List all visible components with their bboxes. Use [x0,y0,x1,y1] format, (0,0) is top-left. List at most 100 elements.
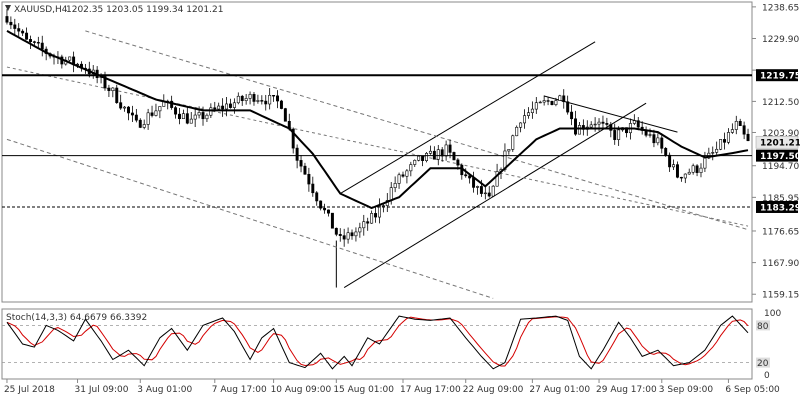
y-tick-label: 1194.70 [762,162,799,172]
candle-body [479,186,483,194]
candle-body [315,192,319,202]
candle-body [119,102,123,109]
x-tick-label: 3 Aug 01:00 [137,385,192,395]
candle [417,155,421,162]
candle-body [244,98,248,101]
candle-body [150,112,154,116]
candle [652,129,656,148]
candle-body [107,87,111,92]
candle [311,176,315,197]
candle-body [428,150,432,154]
candle [127,105,130,121]
candle-body [574,118,577,135]
candle-body [405,170,409,177]
candle [21,29,25,37]
candle [260,95,264,105]
candle-body [550,100,554,105]
candle-body [495,171,499,187]
candle [448,139,452,159]
candle-body [730,129,734,133]
trendline-1 [343,102,647,288]
candle-body [370,213,374,224]
candle-body [260,100,264,102]
candle [734,115,738,135]
current-price-tag: 1201.21 [760,139,800,149]
candle-body [256,100,260,102]
candle [236,92,240,105]
candle-body [691,165,695,173]
candle [421,155,425,167]
stoch-level-text-0: 80 [757,322,769,332]
candle-body [683,173,687,179]
candle [464,168,468,178]
candle-body [515,126,519,137]
candle [354,227,358,242]
candle-body [319,200,323,209]
candle [534,97,538,114]
candle [185,106,189,125]
candle-body [476,186,479,188]
candle-body [711,152,715,154]
candle [342,228,346,247]
candle-body [566,101,570,113]
candle [174,105,178,119]
candle [730,123,734,134]
candle-body [142,124,146,128]
candle-body [452,152,456,161]
y-tick-label: 1167.90 [762,259,799,269]
candle [436,144,440,166]
candle [138,118,142,129]
candle-body [25,32,29,40]
candle-body [397,174,401,184]
candle [632,114,636,126]
candle-body [558,95,562,101]
stoch-label: Stoch(14,3,3) 64.6679 66.3392 [6,313,147,323]
candle [197,106,201,119]
x-tick-label: 31 Jul 09:00 [75,385,129,395]
candle [483,186,487,200]
candle [613,123,617,145]
candle-body [675,164,679,178]
candle-body [660,137,664,149]
candle [601,115,605,130]
candle [526,107,530,119]
y-tick-label: 1212.50 [762,98,799,108]
candle-body [381,205,385,207]
candle-body [440,149,444,157]
x-tick-label: 27 Aug 01:00 [529,385,590,395]
candle [570,104,574,126]
candle-body [146,112,150,125]
candle [519,122,523,133]
candle-body [421,155,425,161]
candle-body [189,118,193,124]
candle-body [130,112,134,116]
candle [244,93,248,105]
y-tick-label: 1238.65 [762,3,799,13]
candle-body [577,125,581,135]
candle-body [538,101,542,104]
candle [5,9,9,25]
candle [146,108,150,130]
candle [695,164,699,177]
candle [319,200,323,211]
candle-body [617,129,621,140]
candle-body [656,137,660,144]
candle [142,119,146,130]
candle [487,186,491,198]
candle-body [221,105,225,110]
candle [123,105,127,112]
candle [542,95,546,106]
stoch-k-line [6,315,749,370]
candle [134,108,138,123]
candle [346,227,350,244]
candle [377,198,381,224]
candle-body [417,155,421,161]
candle [36,36,40,49]
y-tick-label: 1203.90 [762,129,799,139]
candle-body [232,102,236,108]
candle-body [354,231,358,237]
candle-body [519,122,523,128]
candle [338,228,342,242]
candle-body [632,120,636,124]
